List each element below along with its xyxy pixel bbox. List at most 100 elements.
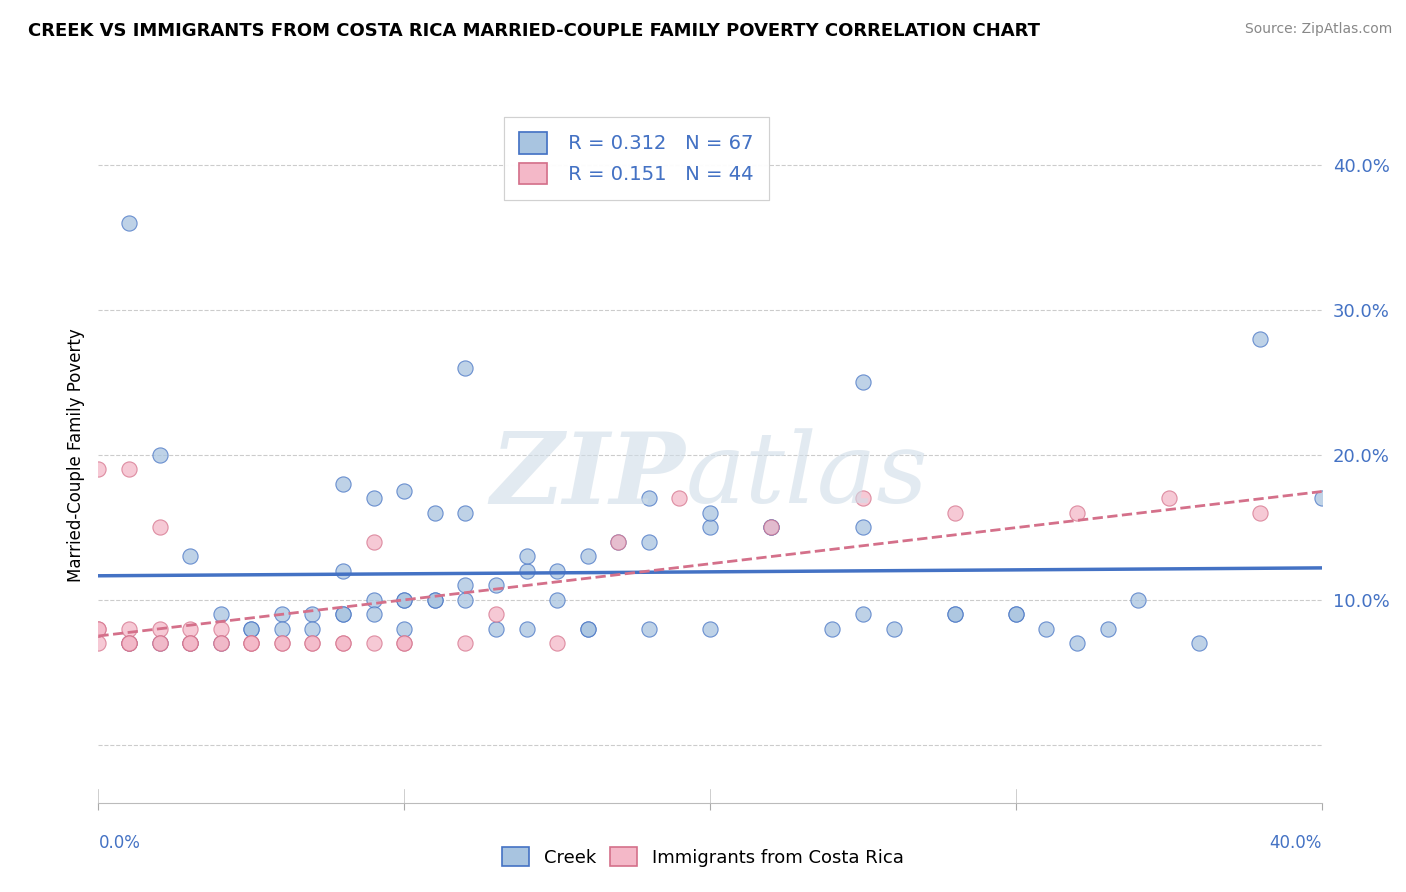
Point (546, 636, 568, 650)
Point (87, 462, 110, 476)
Text: ZIP: ZIP (491, 427, 686, 524)
Point (1035, 622, 1057, 636)
Point (179, 636, 201, 650)
Point (363, 592, 385, 607)
Point (240, 636, 263, 650)
Point (883, 622, 905, 636)
Point (118, 216, 141, 230)
Point (576, 622, 599, 636)
Point (699, 622, 721, 636)
Point (118, 636, 141, 650)
Text: atlas: atlas (686, 428, 928, 524)
Point (852, 376, 875, 390)
Point (270, 636, 292, 650)
Point (392, 484, 416, 499)
Point (759, 520, 782, 534)
Point (607, 534, 630, 549)
Point (149, 636, 172, 650)
Point (149, 622, 172, 636)
Point (363, 491, 385, 506)
Point (454, 361, 477, 376)
Point (179, 636, 201, 650)
Point (1097, 622, 1119, 636)
Point (759, 520, 782, 534)
Point (392, 622, 416, 636)
Point (1157, 491, 1180, 506)
Point (607, 534, 630, 549)
Text: 0.0%: 0.0% (98, 834, 141, 852)
Point (485, 607, 508, 622)
Point (332, 636, 354, 650)
Point (332, 607, 354, 622)
Point (301, 636, 323, 650)
Point (118, 622, 141, 636)
Point (270, 636, 292, 650)
Point (179, 636, 201, 650)
Point (546, 564, 568, 578)
Point (423, 506, 446, 520)
Point (149, 636, 172, 650)
Point (516, 564, 538, 578)
Point (209, 636, 232, 650)
Point (301, 622, 323, 636)
Point (118, 636, 141, 650)
Point (454, 636, 477, 650)
Point (332, 607, 354, 622)
Point (118, 636, 141, 650)
Point (240, 622, 263, 636)
Point (301, 636, 323, 650)
Text: Source: ZipAtlas.com: Source: ZipAtlas.com (1244, 22, 1392, 37)
Point (392, 592, 416, 607)
Point (332, 636, 354, 650)
Point (1004, 607, 1026, 622)
Point (332, 476, 354, 491)
Point (179, 622, 201, 636)
Point (943, 607, 966, 622)
Point (668, 491, 690, 506)
Point (209, 636, 232, 650)
Point (637, 534, 661, 549)
Point (637, 622, 661, 636)
Point (1188, 636, 1211, 650)
Point (179, 549, 201, 564)
Point (209, 622, 232, 636)
Point (1310, 491, 1333, 506)
Point (87, 622, 110, 636)
Point (759, 520, 782, 534)
Point (485, 622, 508, 636)
Point (699, 506, 721, 520)
Point (454, 506, 477, 520)
Point (1066, 506, 1088, 520)
Point (1249, 332, 1271, 346)
Point (392, 636, 416, 650)
Point (240, 622, 263, 636)
Point (1128, 592, 1150, 607)
Text: 40.0%: 40.0% (1270, 834, 1322, 852)
Point (240, 636, 263, 650)
Point (1249, 506, 1271, 520)
Legend: Creek, Immigrants from Costa Rica: Creek, Immigrants from Costa Rica (495, 840, 911, 874)
Point (485, 578, 508, 592)
Text: CREEK VS IMMIGRANTS FROM COSTA RICA MARRIED-COUPLE FAMILY POVERTY CORRELATION CH: CREEK VS IMMIGRANTS FROM COSTA RICA MARR… (28, 22, 1040, 40)
Point (821, 622, 844, 636)
Point (87, 636, 110, 650)
Point (516, 622, 538, 636)
Y-axis label: Married-Couple Family Poverty: Married-Couple Family Poverty (66, 328, 84, 582)
Point (1004, 607, 1026, 622)
Point (209, 636, 232, 650)
Point (423, 592, 446, 607)
Point (454, 592, 477, 607)
Point (454, 578, 477, 592)
Point (699, 520, 721, 534)
Point (516, 549, 538, 564)
Point (209, 607, 232, 622)
Point (118, 462, 141, 476)
Point (363, 607, 385, 622)
Point (392, 636, 416, 650)
Point (576, 622, 599, 636)
Point (363, 636, 385, 650)
Point (546, 592, 568, 607)
Point (576, 549, 599, 564)
Point (332, 564, 354, 578)
Point (87, 622, 110, 636)
